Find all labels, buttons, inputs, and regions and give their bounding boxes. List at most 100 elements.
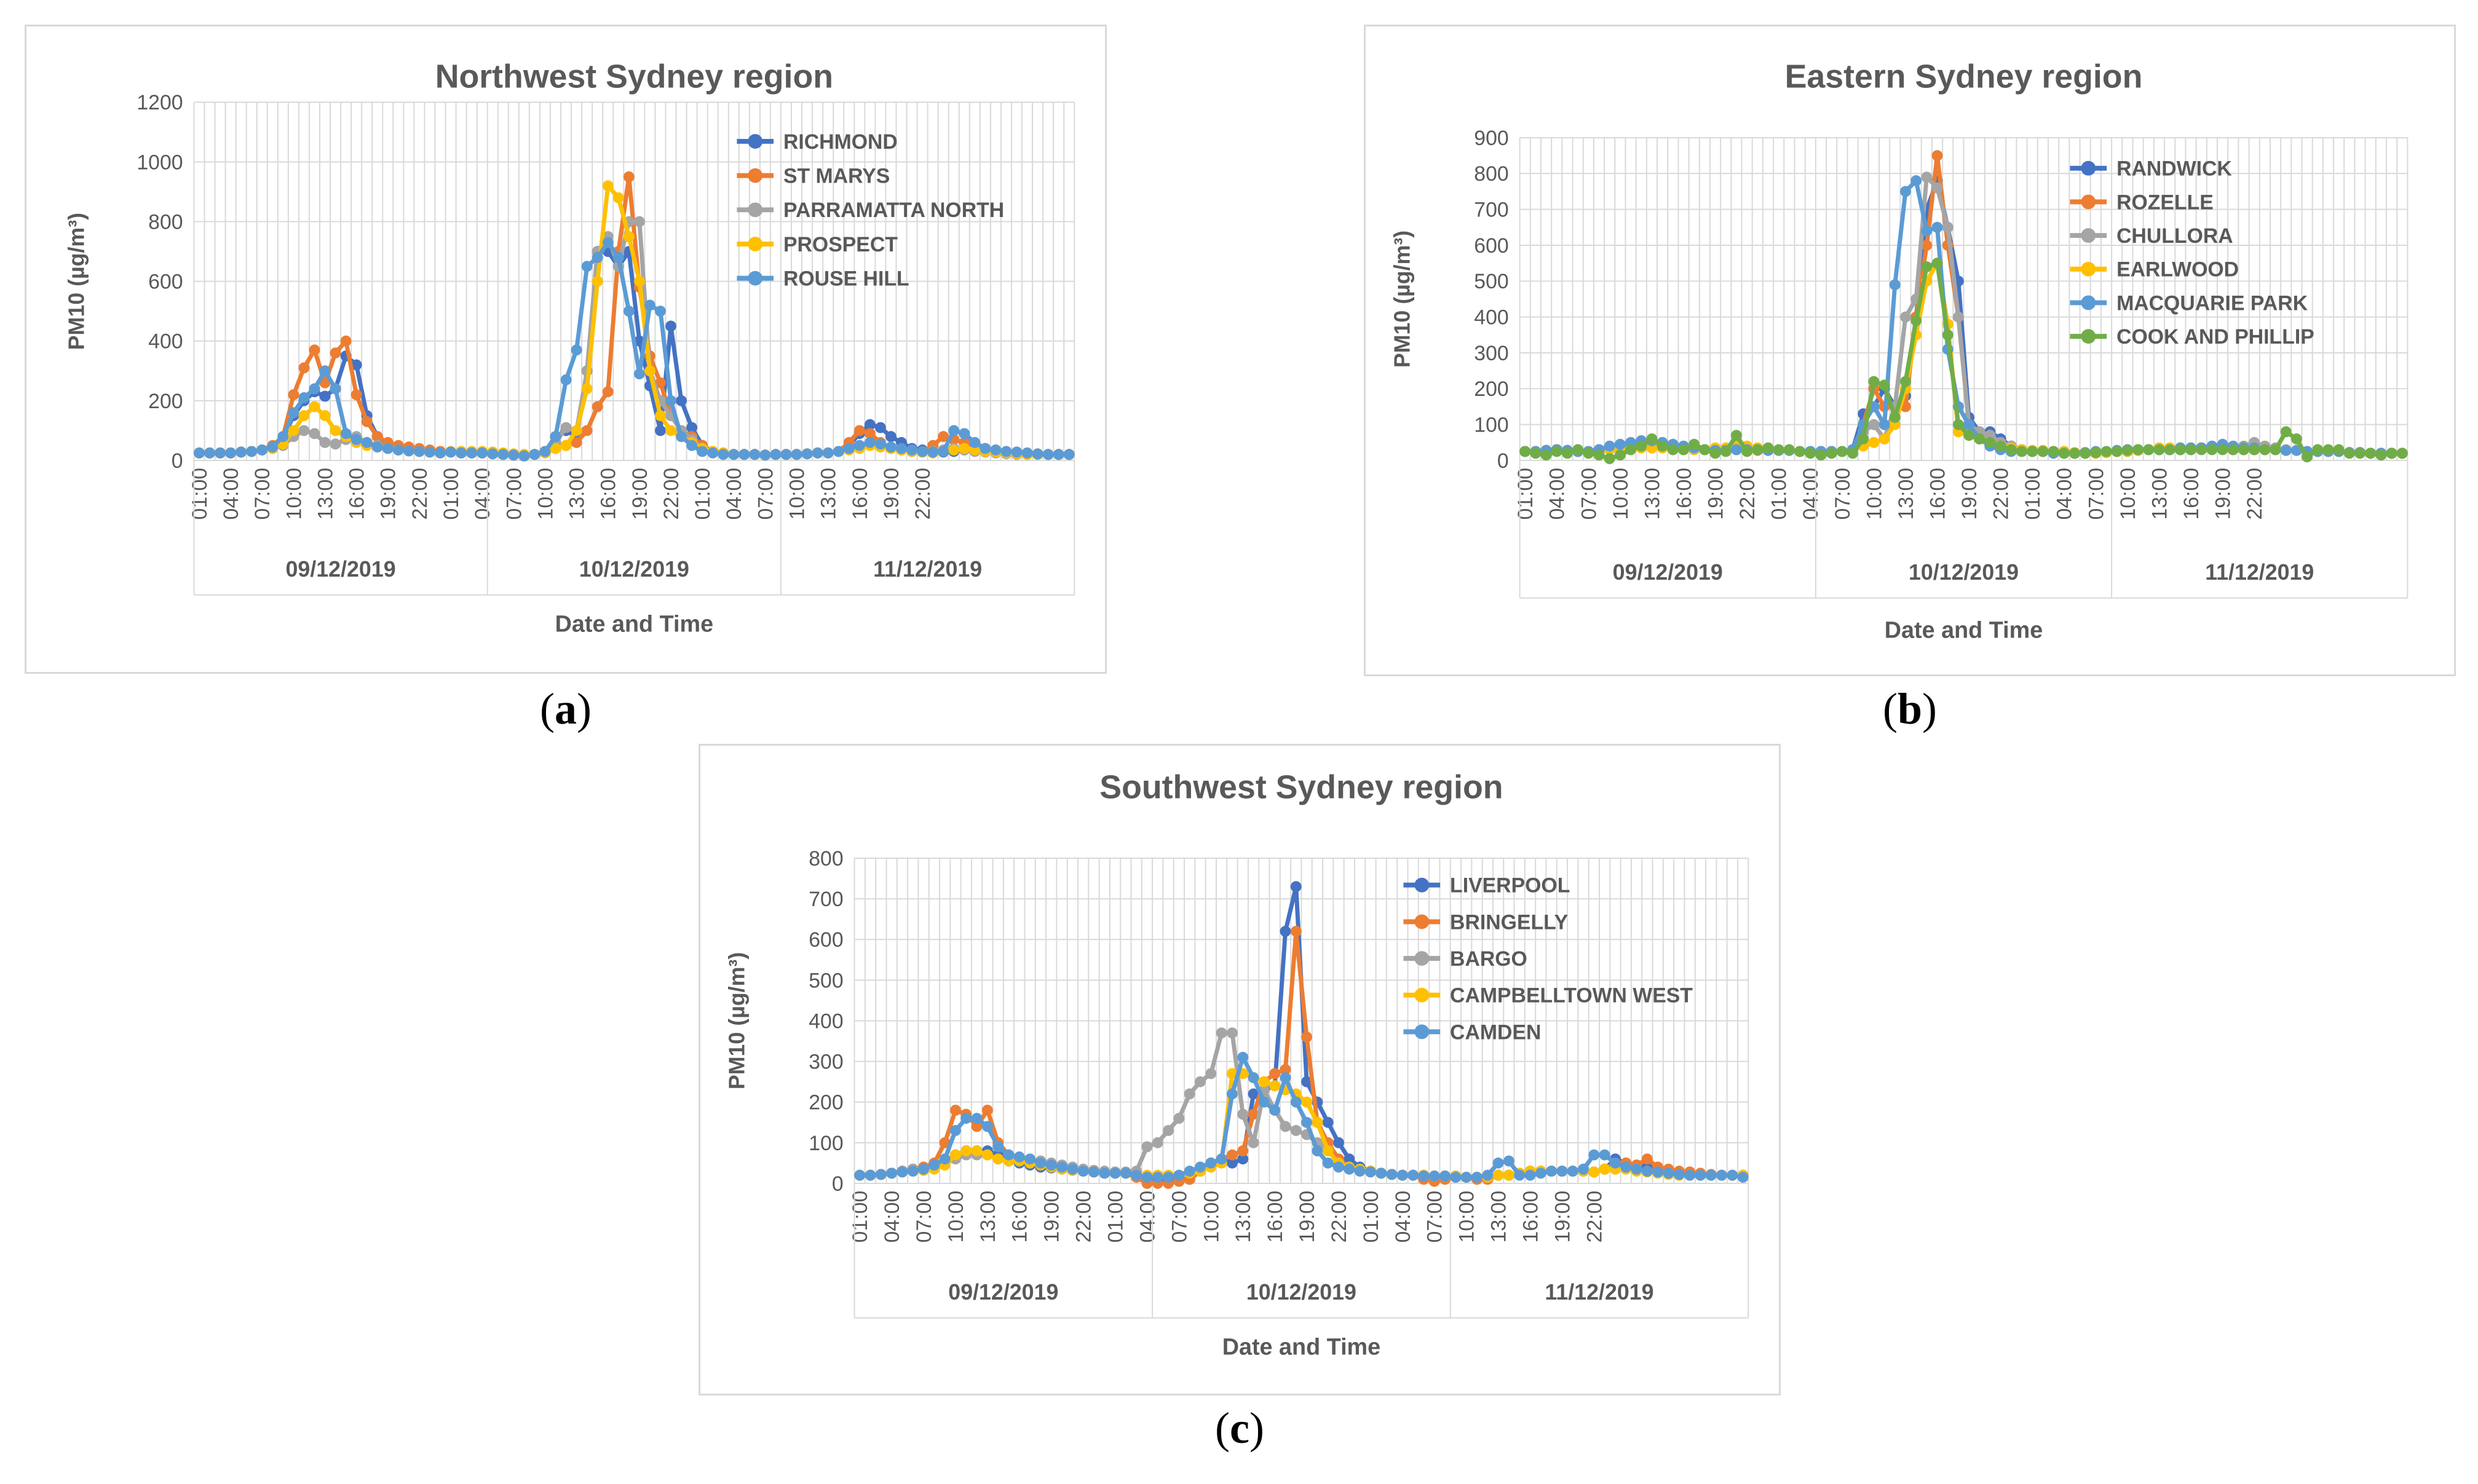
data-point	[864, 428, 876, 440]
y-tick-label: 400	[1474, 306, 1508, 330]
data-point	[1593, 449, 1605, 461]
data-point	[298, 425, 310, 436]
x-tick-label: 19:00	[377, 468, 400, 520]
x-tick-label: 22:00	[1072, 1191, 1096, 1243]
data-point	[1053, 449, 1064, 460]
data-point	[655, 377, 666, 389]
date-label: 11/12/2019	[2205, 560, 2314, 585]
y-tick-label: 100	[1474, 414, 1508, 437]
data-point	[1237, 1108, 1249, 1120]
data-point	[971, 1113, 983, 1124]
data-point	[770, 449, 782, 460]
data-point	[1301, 1031, 1313, 1043]
x-tick-label: 10:00	[1862, 468, 1886, 520]
data-point	[1216, 1027, 1227, 1039]
legend-swatch-marker	[748, 134, 763, 149]
data-point	[1524, 1169, 1536, 1181]
x-tick-label: 22:00	[2243, 468, 2266, 520]
data-point	[1858, 433, 1869, 444]
data-point	[2048, 446, 2059, 457]
data-point	[2121, 444, 2133, 456]
data-point	[1705, 1169, 1717, 1181]
data-point	[623, 231, 635, 242]
chart-panel-eastern: 0 100 200 300 400 500 600 700 800 900 Eastern Sydn…	[1364, 25, 2456, 676]
legend-swatch-marker	[1414, 1024, 1430, 1040]
data-point	[277, 431, 289, 443]
data-point	[529, 449, 540, 460]
data-point	[350, 359, 362, 371]
data-point	[1720, 446, 1732, 457]
date-label: 09/12/2019	[1613, 560, 1723, 585]
data-point	[2174, 444, 2186, 456]
data-point	[1614, 449, 1626, 461]
legend-swatch-marker	[1414, 914, 1430, 929]
x-tick-label: 04:00	[722, 468, 746, 520]
data-point	[875, 1169, 887, 1180]
data-point	[1032, 448, 1043, 460]
data-point	[1652, 1166, 1664, 1178]
data-point	[1045, 1159, 1057, 1171]
data-point	[413, 446, 425, 457]
data-point	[939, 1153, 951, 1165]
legend-swatch-marker	[748, 168, 763, 183]
x-tick-label: 07:00	[912, 1191, 936, 1243]
data-point	[981, 1149, 993, 1161]
data-point	[382, 443, 394, 454]
data-point	[1984, 436, 1996, 448]
data-point	[623, 171, 635, 183]
data-point	[1752, 444, 1763, 456]
data-point	[1386, 1169, 1398, 1180]
data-point	[1663, 1167, 1674, 1179]
data-point	[1826, 448, 1837, 459]
data-point	[791, 449, 802, 460]
legend-label: LIVERPOOL	[1450, 874, 1570, 898]
data-point	[1599, 1149, 1610, 1161]
data-point	[822, 447, 834, 459]
data-point	[1921, 172, 1933, 183]
data-point	[1141, 1172, 1153, 1183]
data-point	[960, 1145, 972, 1156]
chart-title: Southwest Sydney region	[1099, 769, 1503, 806]
data-point	[288, 425, 299, 436]
data-point	[1921, 225, 1933, 237]
y-tick-label: 600	[148, 270, 183, 294]
data-point	[1248, 1088, 1259, 1100]
data-point	[1322, 1116, 1334, 1128]
data-point	[1011, 446, 1023, 458]
data-point	[319, 365, 331, 377]
data-point	[602, 386, 614, 398]
data-point	[487, 448, 499, 460]
data-point	[1290, 926, 1302, 937]
data-point	[897, 1166, 908, 1178]
x-tick-label: 16:00	[1008, 1191, 1032, 1243]
data-point	[1952, 311, 1964, 323]
legend-label: PROSPECT	[783, 233, 898, 256]
chart-southwest: 0 100 200 300 400 500 600 700 800 Southwest Sydne…	[725, 769, 1749, 1360]
data-point	[581, 383, 593, 395]
data-point	[298, 362, 310, 374]
data-point	[1889, 412, 1901, 423]
data-point	[508, 449, 520, 461]
data-point	[665, 320, 676, 332]
data-point	[918, 1163, 930, 1175]
x-tick-label: 07:00	[1168, 1191, 1191, 1243]
x-tick-label: 04:00	[1799, 468, 1823, 520]
x-tick-label: 04:00	[1546, 468, 1569, 520]
data-point	[1163, 1172, 1174, 1183]
data-point	[1900, 311, 1911, 323]
data-point	[1646, 433, 1658, 444]
data-point	[992, 1141, 1004, 1153]
y-tick-label: 0	[832, 1172, 844, 1196]
legend-label: CHULLORA	[2116, 224, 2233, 248]
date-label: 11/12/2019	[1545, 1280, 1653, 1304]
data-point	[298, 392, 310, 403]
data-point	[812, 447, 823, 459]
data-point	[1205, 1068, 1217, 1079]
data-point	[1195, 1076, 1206, 1087]
data-point	[1794, 446, 1806, 457]
x-tick-label: 22:00	[1736, 468, 1759, 520]
x-tick-label: 07:00	[1831, 468, 1855, 520]
y-tick-label: 0	[1497, 449, 1509, 473]
data-point	[571, 344, 582, 356]
legend-swatch-marker	[2081, 295, 2096, 310]
